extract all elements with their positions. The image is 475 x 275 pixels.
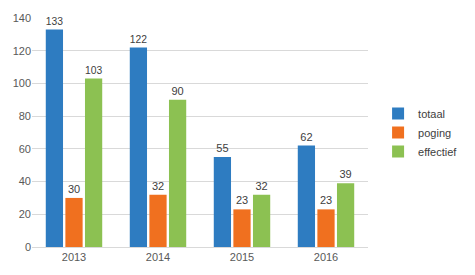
- svg-text:totaal: totaal: [418, 108, 445, 120]
- svg-text:90: 90: [171, 85, 183, 97]
- svg-text:0: 0: [25, 241, 31, 253]
- svg-text:120: 120: [13, 45, 31, 57]
- svg-text:2015: 2015: [230, 251, 254, 263]
- svg-text:30: 30: [68, 183, 80, 195]
- svg-text:60: 60: [19, 143, 31, 155]
- svg-text:20: 20: [19, 208, 31, 220]
- svg-text:40: 40: [19, 175, 31, 187]
- svg-text:103: 103: [85, 65, 102, 76]
- svg-text:80: 80: [19, 110, 31, 122]
- svg-text:140: 140: [13, 12, 31, 24]
- svg-text:2014: 2014: [146, 251, 170, 263]
- svg-text:effectief: effectief: [418, 146, 457, 158]
- svg-text:32: 32: [152, 180, 164, 192]
- svg-text:23: 23: [320, 194, 332, 206]
- svg-text:2013: 2013: [62, 251, 86, 263]
- svg-text:23: 23: [236, 194, 248, 206]
- svg-text:133: 133: [46, 16, 63, 27]
- svg-text:39: 39: [339, 168, 351, 180]
- svg-text:2016: 2016: [314, 251, 338, 263]
- svg-text:32: 32: [255, 180, 267, 192]
- svg-text:100: 100: [13, 77, 31, 89]
- svg-text:poging: poging: [418, 127, 451, 139]
- svg-text:55: 55: [216, 142, 228, 154]
- svg-text:62: 62: [300, 131, 312, 143]
- svg-text:122: 122: [130, 34, 147, 45]
